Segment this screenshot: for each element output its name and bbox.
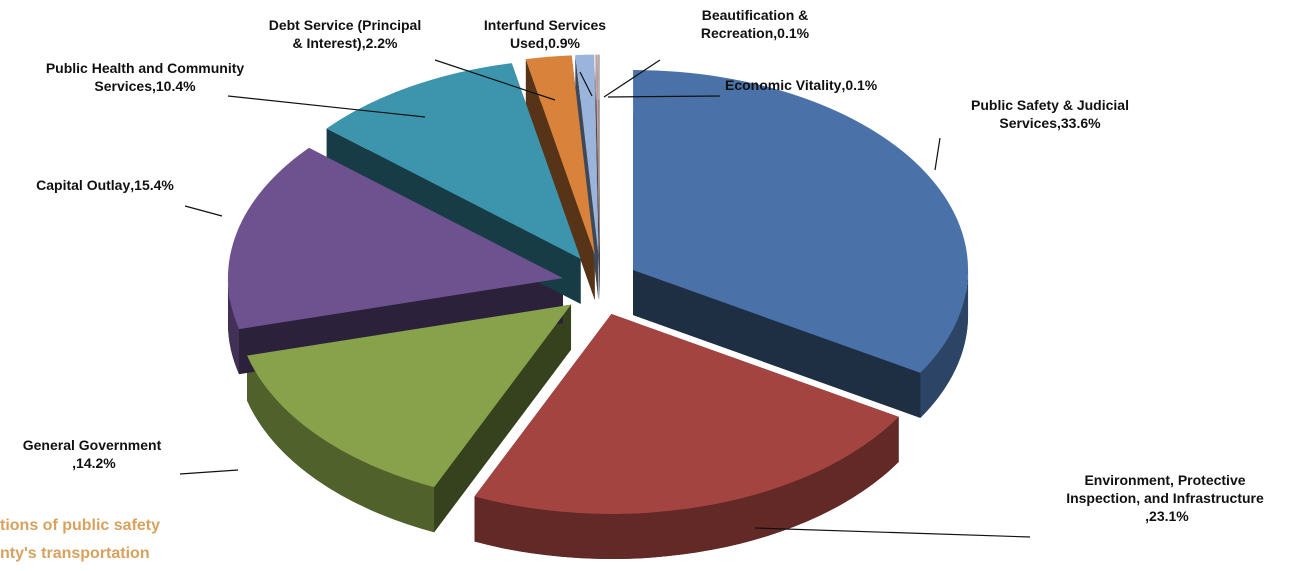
slice-side — [247, 355, 435, 533]
slice — [525, 55, 595, 255]
leader-line — [754, 527, 1031, 538]
label-line: Capital Outlay — [36, 177, 130, 193]
label-line: Used — [510, 35, 544, 51]
label-line: Public Health and Community — [46, 60, 245, 76]
value-label: 14.2% — [76, 455, 116, 471]
slice-label: Beautification & Recreation — [701, 7, 808, 41]
slice-label: Capital Outlay — [36, 177, 130, 193]
slice-label: General Government — [23, 437, 162, 453]
leader-line — [179, 469, 239, 475]
label-line: Interfund Services — [484, 17, 606, 33]
label-line: Debt Service (Principal — [269, 17, 422, 33]
label-line: Inspection, and Infrastructure — [1066, 490, 1264, 506]
label-separator: , — [544, 35, 548, 51]
value-label: 0.9% — [548, 35, 580, 51]
slice-label: Economic Vitality — [725, 77, 842, 93]
slice-side — [227, 278, 240, 375]
label-line: Services — [94, 78, 152, 94]
slice — [633, 70, 969, 373]
slice-wall — [633, 270, 921, 418]
slice — [474, 313, 899, 514]
slice-label: Debt Service (Principal & Interest) — [269, 17, 422, 51]
slice-label: Environment, Protective Inspection, and I… — [1066, 472, 1264, 506]
value-label: 0.1% — [777, 25, 809, 41]
background-text: tions of public safety — [0, 517, 160, 534]
value-label: 10.4% — [156, 78, 196, 94]
value-label: 2.2% — [366, 35, 398, 51]
label-separator: , — [72, 455, 76, 471]
label-line: General Government — [23, 437, 162, 453]
leader-line — [434, 59, 556, 101]
value-label: 23.1% — [1149, 508, 1189, 524]
slice-label: Public Health and Community Services — [46, 60, 245, 94]
slice — [597, 54, 600, 255]
label-line: Recreation — [701, 25, 773, 41]
label-line: Public Safety & Judicial — [971, 97, 1129, 113]
pie-tops — [227, 54, 969, 514]
label-line: Services — [999, 115, 1057, 131]
slice — [595, 54, 600, 255]
leader-line — [607, 95, 721, 98]
label-separator: , — [841, 77, 845, 93]
slice-side — [474, 416, 899, 559]
label-line: Environment, Protective — [1084, 472, 1245, 488]
label-line: & Interest) — [292, 35, 361, 51]
leader-line — [184, 205, 223, 217]
slice-wall — [525, 59, 595, 300]
slice — [247, 304, 572, 488]
slice — [326, 63, 581, 259]
label-separator: , — [130, 177, 134, 193]
slice-wall — [434, 304, 572, 533]
leader-line — [603, 59, 661, 98]
value-label: 15.4% — [134, 177, 174, 193]
slice-side — [920, 270, 969, 418]
slice-label: Public Safety & Judicial Services — [971, 97, 1129, 131]
leader-line — [579, 71, 593, 97]
label-separator: , — [362, 35, 366, 51]
label-separator: , — [1057, 115, 1061, 131]
leader-line — [934, 137, 941, 171]
value-label: 0.1% — [845, 77, 877, 93]
label-separator: , — [152, 78, 156, 94]
slice-wall — [595, 54, 600, 300]
slice — [575, 54, 599, 255]
value-label: 33.6% — [1061, 115, 1101, 131]
leader-line — [227, 95, 426, 118]
slice-label: Interfund Services Used — [484, 17, 606, 51]
slice — [227, 147, 563, 330]
label-separator: , — [773, 25, 777, 41]
background-text: nty's transportation — [0, 545, 150, 562]
label-line: Economic Vitality — [725, 77, 842, 93]
label-separator: , — [1145, 508, 1149, 524]
label-line: Beautification & — [702, 7, 809, 23]
